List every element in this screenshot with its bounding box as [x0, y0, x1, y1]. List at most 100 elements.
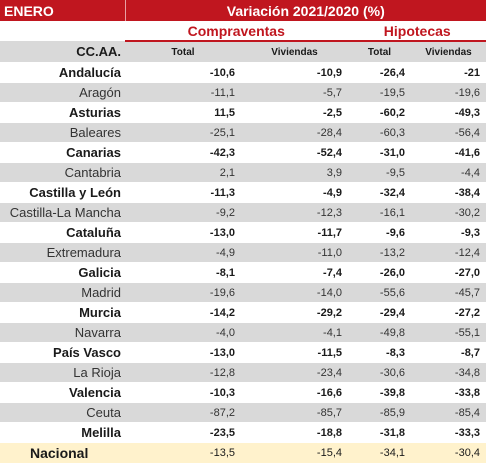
hipotecas-total-cell: -29,4 [348, 303, 411, 323]
hipotecas-total-cell: -13,2 [348, 243, 411, 263]
region-name: La Rioja [0, 363, 125, 383]
hipotecas-total-cell: -8,3 [348, 343, 411, 363]
hipotecas-total-cell: -60,2 [348, 103, 411, 123]
hipotecas-viviendas-cell: -45,7 [411, 283, 486, 303]
region-name: Baleares [0, 123, 125, 143]
hipotecas-viviendas-cell: -56,4 [411, 123, 486, 143]
table-row: Andalucía-10,6-10,9-26,4-21 [0, 63, 486, 83]
region-name: Castilla y León [0, 183, 125, 203]
col-hipotecas-total: Total [348, 41, 411, 63]
region-name: Andalucía [0, 63, 125, 83]
table-row: La Rioja-12,8-23,4-30,6-34,8 [0, 363, 486, 383]
compraventas-viviendas-cell: -4,1 [241, 323, 348, 343]
hipotecas-viviendas-cell: -9,3 [411, 223, 486, 243]
col-compraventas-total: Total [125, 41, 241, 63]
region-name: Cataluña [0, 223, 125, 243]
hipotecas-viviendas-cell: -55,1 [411, 323, 486, 343]
header-blank-cell [0, 21, 125, 41]
hipotecas-viviendas-cell: -85,4 [411, 403, 486, 423]
total-hipotecas-viviendas: -30,4 [411, 443, 486, 463]
hipotecas-viviendas-cell: -30,2 [411, 203, 486, 223]
table-row: Madrid-19,6-14,0-55,6-45,7 [0, 283, 486, 303]
hipotecas-total-cell: -30,6 [348, 363, 411, 383]
compraventas-total-cell: -19,6 [125, 283, 241, 303]
compraventas-viviendas-cell: -7,4 [241, 263, 348, 283]
group-compraventas: Compraventas [125, 21, 348, 41]
hipotecas-viviendas-cell: -27,0 [411, 263, 486, 283]
hipotecas-viviendas-cell: -27,2 [411, 303, 486, 323]
region-name: Madrid [0, 283, 125, 303]
col-compraventas-viviendas: Viviendas [241, 41, 348, 63]
col-hipotecas-viviendas: Viviendas [411, 41, 486, 63]
table-row: Extremadura-4,9-11,0-13,2-12,4 [0, 243, 486, 263]
table-row: Murcia-14,2-29,2-29,4-27,2 [0, 303, 486, 323]
compraventas-viviendas-cell: -29,2 [241, 303, 348, 323]
compraventas-viviendas-cell: -4,9 [241, 183, 348, 203]
hipotecas-total-cell: -16,1 [348, 203, 411, 223]
compraventas-viviendas-cell: -16,6 [241, 383, 348, 403]
compraventas-viviendas-cell: -12,3 [241, 203, 348, 223]
table-row: Cataluña-13,0-11,7-9,6-9,3 [0, 223, 486, 243]
region-name: País Vasco [0, 343, 125, 363]
region-name: Asturias [0, 103, 125, 123]
hipotecas-total-cell: -60,3 [348, 123, 411, 143]
compraventas-total-cell: -12,8 [125, 363, 241, 383]
compraventas-viviendas-cell: -14,0 [241, 283, 348, 303]
region-name: Valencia [0, 383, 125, 403]
compraventas-total-cell: -11,1 [125, 83, 241, 103]
region-name: Ceuta [0, 403, 125, 423]
table-row: Valencia-10,3-16,6-39,8-33,8 [0, 383, 486, 403]
compraventas-viviendas-cell: -28,4 [241, 123, 348, 143]
header-row-columns: CC.AA. Total Viviendas Total Viviendas [0, 41, 486, 63]
hipotecas-viviendas-cell: -19,6 [411, 83, 486, 103]
hipotecas-total-cell: -49,8 [348, 323, 411, 343]
region-name: Melilla [0, 423, 125, 443]
compraventas-total-cell: -13,0 [125, 343, 241, 363]
hipotecas-total-cell: -19,5 [348, 83, 411, 103]
table-row: Galicia-8,1-7,4-26,0-27,0 [0, 263, 486, 283]
table-row: Canarias-42,3-52,4-31,0-41,6 [0, 143, 486, 163]
region-name: Extremadura [0, 243, 125, 263]
table-row: Castilla-La Mancha-9,2-12,3-16,1-30,2 [0, 203, 486, 223]
compraventas-viviendas-cell: -11,5 [241, 343, 348, 363]
table-row: Navarra-4,0-4,1-49,8-55,1 [0, 323, 486, 343]
compraventas-total-cell: -8,1 [125, 263, 241, 283]
region-column-header: CC.AA. [0, 41, 125, 63]
compraventas-total-cell: -23,5 [125, 423, 241, 443]
month-label: ENERO [0, 0, 125, 21]
table-row: Baleares-25,1-28,4-60,3-56,4 [0, 123, 486, 143]
hipotecas-total-cell: -32,4 [348, 183, 411, 203]
compraventas-viviendas-cell: 3,9 [241, 163, 348, 183]
compraventas-total-cell: -9,2 [125, 203, 241, 223]
compraventas-total-cell: 2,1 [125, 163, 241, 183]
hipotecas-viviendas-cell: -33,3 [411, 423, 486, 443]
compraventas-viviendas-cell: -18,8 [241, 423, 348, 443]
compraventas-total-cell: -13,0 [125, 223, 241, 243]
hipotecas-total-cell: -26,4 [348, 63, 411, 83]
total-compraventas-viviendas: -15,4 [241, 443, 348, 463]
compraventas-total-cell: -4,0 [125, 323, 241, 343]
table-row: Ceuta-87,2-85,7-85,9-85,4 [0, 403, 486, 423]
compraventas-total-cell: -10,3 [125, 383, 241, 403]
variation-title: Variación 2021/2020 (%) [125, 0, 486, 21]
header-row-title: ENERO Variación 2021/2020 (%) [0, 0, 486, 21]
compraventas-total-cell: -25,1 [125, 123, 241, 143]
compraventas-total-cell: -11,3 [125, 183, 241, 203]
region-name: Navarra [0, 323, 125, 343]
hipotecas-viviendas-cell: -21 [411, 63, 486, 83]
total-region-name: Nacional [0, 443, 125, 463]
group-hipotecas: Hipotecas [348, 21, 486, 41]
region-name: Murcia [0, 303, 125, 323]
hipotecas-total-cell: -31,0 [348, 143, 411, 163]
compraventas-total-cell: -14,2 [125, 303, 241, 323]
hipotecas-total-cell: -31,8 [348, 423, 411, 443]
header-row-groups: Compraventas Hipotecas [0, 21, 486, 41]
compraventas-viviendas-cell: -23,4 [241, 363, 348, 383]
region-name: Galicia [0, 263, 125, 283]
hipotecas-viviendas-cell: -4,4 [411, 163, 486, 183]
hipotecas-total-cell: -9,6 [348, 223, 411, 243]
compraventas-viviendas-cell: -11,0 [241, 243, 348, 263]
table-row: Melilla-23,5-18,8-31,8-33,3 [0, 423, 486, 443]
